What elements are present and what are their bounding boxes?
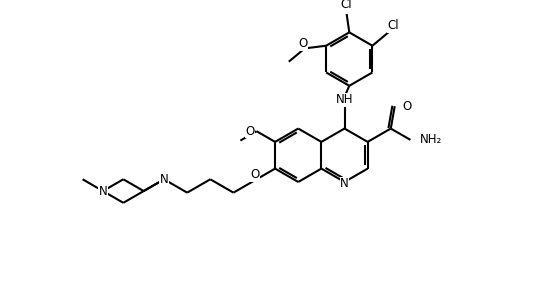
Text: Cl: Cl xyxy=(341,0,352,11)
Text: Cl: Cl xyxy=(387,19,399,32)
Text: NH₂: NH₂ xyxy=(420,133,442,146)
Text: O: O xyxy=(245,125,255,138)
Text: N: N xyxy=(98,185,107,198)
Text: O: O xyxy=(403,100,412,113)
Text: NH: NH xyxy=(336,93,353,106)
Text: O: O xyxy=(250,168,259,181)
Text: O: O xyxy=(298,37,307,50)
Text: N: N xyxy=(160,173,169,186)
Text: N: N xyxy=(340,177,349,190)
